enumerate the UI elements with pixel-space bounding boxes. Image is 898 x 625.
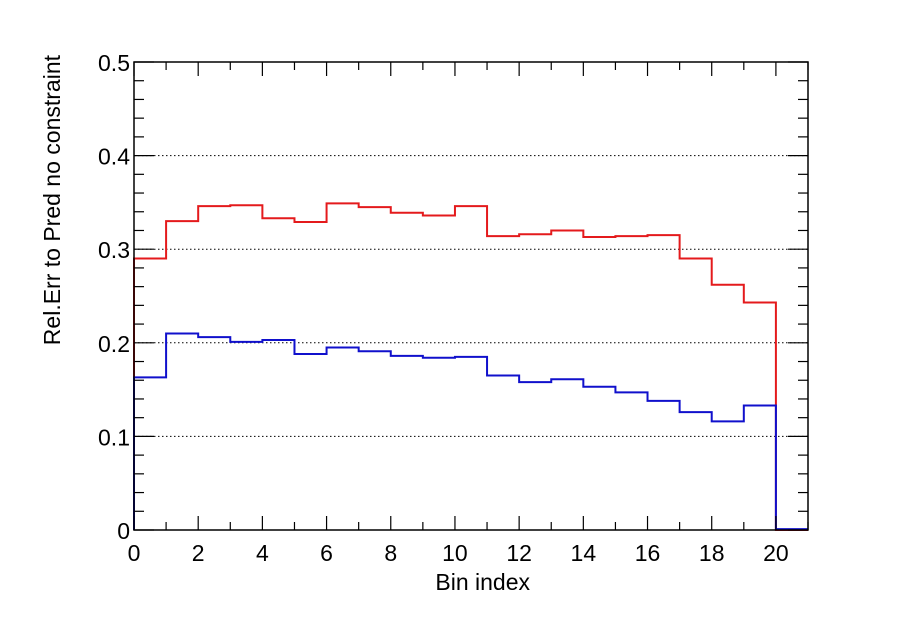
- x-tick-labels: 0 2 4 6 8 10 12 14 16 18 20: [128, 540, 789, 566]
- x-axis-label: Bin index: [435, 569, 530, 595]
- plot-frame: [133, 61, 809, 531]
- series-group: [133, 202, 808, 531]
- x-tick-label: 8: [384, 540, 397, 566]
- x-tick-label: 14: [571, 540, 597, 566]
- y-tick-label: 0.2: [98, 331, 130, 357]
- x-tick-label: 2: [192, 540, 205, 566]
- y-tick-labels: 0 0.1 0.2 0.3 0.4 0.5: [98, 50, 130, 544]
- series-line-0: [133, 202, 808, 531]
- x-tick-label: 10: [442, 540, 468, 566]
- y-tick-label: 0.1: [98, 424, 130, 450]
- x-tick-label: 0: [128, 540, 141, 566]
- y-tick-label: 0: [117, 518, 130, 544]
- y-axis-label: Rel.Err to Pred no constraint: [39, 54, 65, 345]
- y-tick-label: 0.4: [98, 144, 130, 170]
- y-tick-label: 0.3: [98, 237, 130, 263]
- x-tick-label: 20: [763, 540, 789, 566]
- x-tick-label: 4: [256, 540, 269, 566]
- y-tick-label: 0.5: [98, 50, 130, 76]
- x-tick-label: 12: [506, 540, 532, 566]
- x-tick-label: 18: [699, 540, 725, 566]
- x-tick-label: 16: [635, 540, 661, 566]
- x-tick-label: 6: [320, 540, 333, 566]
- series-line-1: [133, 332, 808, 531]
